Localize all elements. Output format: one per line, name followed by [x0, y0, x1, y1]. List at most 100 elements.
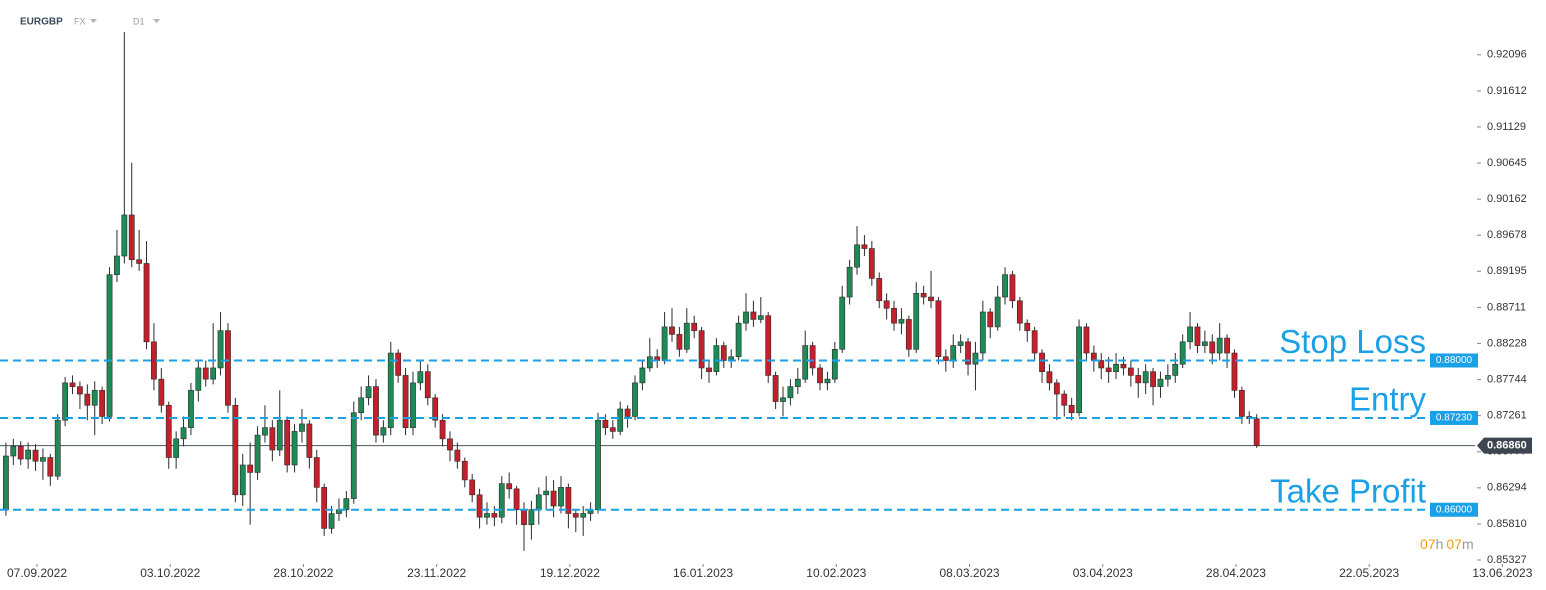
x-tick-label: 10.02.2023: [806, 566, 866, 580]
candle-body: [387, 352, 394, 428]
candle-body: [491, 513, 498, 518]
timer-minutes: 07: [1446, 536, 1462, 552]
candle-body: [461, 460, 468, 481]
candle-body: [713, 345, 720, 372]
y-tick-label: 0.92096: [1487, 49, 1527, 61]
candle-body: [1127, 367, 1134, 376]
candle-body: [735, 322, 742, 358]
candle-body: [1016, 300, 1023, 324]
candle-body: [454, 449, 461, 462]
candle-body: [987, 311, 994, 328]
candle-body: [683, 322, 690, 350]
candle-body: [1083, 326, 1090, 354]
candle-body: [343, 498, 350, 511]
candle-body: [380, 427, 387, 436]
level-label: 0.88000: [1436, 355, 1473, 366]
candle-body: [595, 419, 601, 511]
candle-body: [543, 490, 550, 496]
candle-body: [447, 438, 453, 451]
timeframe[interactable]: D1: [133, 16, 145, 26]
candle-body: [484, 513, 490, 518]
candles: [3, 32, 1260, 551]
candle-body: [935, 300, 942, 358]
candle-body: [765, 315, 772, 376]
y-tick-label: 0.87744: [1487, 373, 1527, 385]
candle-body: [883, 300, 890, 309]
candle-body: [269, 427, 276, 451]
candle-body: [757, 315, 764, 320]
candle-body: [165, 404, 172, 458]
candle-body: [395, 352, 402, 376]
candle-body: [99, 390, 106, 417]
candle-body: [1090, 352, 1097, 361]
candle-body: [720, 345, 727, 361]
candle-body: [846, 266, 853, 298]
timer-m: m: [1462, 536, 1474, 552]
x-tick-label: 07.09.2022: [7, 566, 67, 580]
candle-body: [262, 427, 268, 436]
candle-body: [202, 367, 209, 380]
timeframe-dropdown[interactable]: [153, 19, 160, 23]
candle-body: [1039, 352, 1045, 372]
candle-body: [365, 386, 372, 399]
candle-body: [225, 330, 231, 406]
candle-body: [299, 423, 305, 432]
candle-body: [794, 378, 801, 387]
candle-body: [580, 513, 587, 518]
candle-body: [521, 509, 527, 525]
market: FX: [74, 16, 86, 26]
x-tick-label: 28.04.2023: [1206, 566, 1266, 580]
candle-body: [905, 319, 912, 350]
candle-body: [114, 255, 120, 275]
candle-body: [506, 483, 513, 490]
level-name: Stop Loss: [1279, 323, 1426, 360]
x-tick-label: 23.11.2022: [407, 566, 466, 580]
candle-body: [750, 311, 757, 320]
candle-body: [54, 419, 61, 477]
candle-body: [1098, 360, 1105, 369]
candle-body: [868, 248, 875, 279]
x-tick-label: 03.04.2023: [1073, 566, 1133, 580]
y-tick-label: 0.87261: [1487, 410, 1527, 422]
candle-body: [972, 352, 979, 365]
candle-body: [957, 341, 964, 346]
candle-body: [824, 378, 831, 384]
candle-body: [306, 423, 313, 458]
candle-body: [424, 371, 431, 399]
candle-body: [1002, 274, 1008, 298]
candle-body: [210, 367, 217, 380]
candle-body: [565, 487, 572, 514]
candle-body: [1150, 371, 1156, 387]
y-tick-label: 0.85810: [1487, 518, 1527, 530]
level-label-bg: [1430, 410, 1478, 425]
candle-body: [1164, 375, 1171, 380]
candle-body: [1179, 341, 1186, 365]
market-dropdown[interactable]: [90, 19, 97, 23]
candle-body: [1194, 326, 1201, 346]
x-tick-label: 13.06.2023: [1472, 566, 1532, 580]
candle-body: [602, 419, 609, 428]
candle-body: [1009, 274, 1016, 302]
candle-body: [69, 382, 76, 387]
candle-body: [439, 419, 446, 440]
y-tick-label: 0.88711: [1487, 301, 1526, 313]
candle-body: [432, 397, 439, 421]
candle-body: [106, 274, 113, 417]
candle-body: [1061, 393, 1068, 406]
candle-body: [158, 378, 165, 406]
candle-body: [136, 259, 143, 264]
candle-body: [291, 431, 298, 466]
x-tick-label: 08.03.2023: [939, 566, 999, 580]
candle-body: [691, 322, 698, 331]
candle-body: [535, 494, 542, 511]
symbol[interactable]: EURGBP: [20, 17, 63, 28]
candle-body: [1135, 375, 1142, 384]
y-tick-label: 0.89195: [1487, 265, 1527, 277]
candle-body: [639, 367, 646, 384]
candle-body: [47, 457, 54, 477]
y-tick-label: 0.91129: [1487, 121, 1526, 133]
candle-body: [121, 214, 128, 257]
candle-body: [1046, 371, 1053, 384]
candle-body: [498, 483, 505, 518]
